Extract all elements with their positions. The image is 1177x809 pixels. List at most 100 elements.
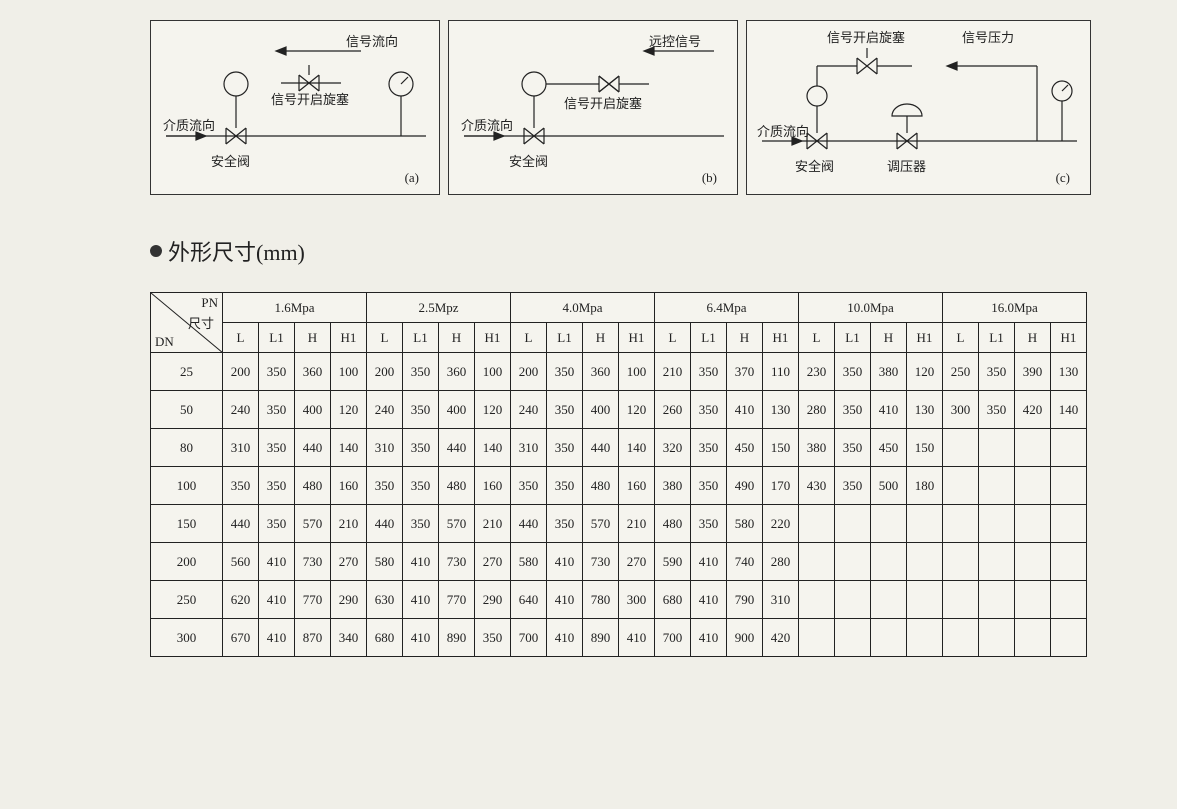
data-cell: 410 [547,581,583,619]
diagram-a: 信号流向 介质流向 信号开启旋塞 安全阀 (a) [150,20,440,195]
data-cell: 450 [871,429,907,467]
dn-cell: 80 [151,429,223,467]
data-cell: 890 [439,619,475,657]
data-cell: 790 [727,581,763,619]
data-cell: 350 [691,467,727,505]
data-cell: 280 [799,391,835,429]
sub-head: H [727,323,763,353]
data-cell: 130 [1051,353,1087,391]
data-cell [871,543,907,581]
data-cell: 480 [439,467,475,505]
data-cell: 410 [259,581,295,619]
data-cell: 410 [691,619,727,657]
data-cell: 900 [727,619,763,657]
data-cell: 410 [403,619,439,657]
label-signal-valve-b: 信号开启旋塞 [564,93,642,112]
data-cell [1051,429,1087,467]
data-cell [943,543,979,581]
data-cell: 350 [547,429,583,467]
corner-dn: DN [155,334,174,350]
data-cell [799,581,835,619]
data-cell: 440 [511,505,547,543]
label-medium-flow-b: 介质流向 [461,115,513,134]
data-cell: 500 [871,467,907,505]
tag-a: (a) [405,170,419,186]
data-cell: 380 [799,429,835,467]
data-cell: 140 [475,429,511,467]
data-cell: 120 [619,391,655,429]
data-cell: 140 [619,429,655,467]
data-cell: 350 [403,467,439,505]
data-cell: 480 [655,505,691,543]
data-cell: 400 [583,391,619,429]
data-cell: 160 [331,467,367,505]
data-cell: 410 [691,581,727,619]
data-cell: 890 [583,619,619,657]
data-cell [1051,619,1087,657]
data-cell [979,581,1015,619]
data-cell [835,543,871,581]
data-cell: 350 [259,353,295,391]
label-signal-flow-a: 信号流向 [346,31,398,50]
data-cell: 480 [295,467,331,505]
data-cell: 270 [475,543,511,581]
data-cell: 380 [655,467,691,505]
data-cell: 360 [295,353,331,391]
data-cell: 700 [511,619,547,657]
data-cell: 580 [727,505,763,543]
dn-cell: 300 [151,619,223,657]
dn-cell: 50 [151,391,223,429]
data-cell: 260 [655,391,691,429]
data-cell: 680 [367,619,403,657]
data-cell: 420 [1015,391,1051,429]
data-cell: 670 [223,619,259,657]
data-cell: 270 [331,543,367,581]
data-cell: 220 [763,505,799,543]
data-cell [979,429,1015,467]
tag-c: (c) [1056,170,1070,186]
data-cell: 700 [655,619,691,657]
dimensions-table: PN 尺寸 DN 1.6Mpa2.5Mpz4.0Mpa6.4Mpa10.0Mpa… [150,292,1087,657]
data-cell: 120 [331,391,367,429]
data-cell [979,619,1015,657]
data-cell: 350 [223,467,259,505]
data-cell [835,581,871,619]
data-cell [835,619,871,657]
data-cell: 440 [295,429,331,467]
data-cell: 770 [295,581,331,619]
data-cell: 350 [511,467,547,505]
data-cell: 180 [907,467,943,505]
data-cell: 200 [223,353,259,391]
data-cell [1051,581,1087,619]
data-cell: 410 [727,391,763,429]
data-cell [943,467,979,505]
data-cell: 430 [799,467,835,505]
table-row: 2005604107302705804107302705804107302705… [151,543,1087,581]
data-cell: 410 [871,391,907,429]
data-cell: 410 [259,543,295,581]
data-cell: 410 [403,543,439,581]
data-cell [943,505,979,543]
table-row: 8031035044014031035044014031035044014032… [151,429,1087,467]
data-cell: 440 [367,505,403,543]
section-title: 外形尺寸(mm) [150,235,1157,267]
data-cell: 130 [907,391,943,429]
data-cell: 570 [295,505,331,543]
data-cell: 410 [547,543,583,581]
sub-head: L [655,323,691,353]
data-cell: 350 [835,429,871,467]
data-cell: 120 [475,391,511,429]
label-medium-flow-c: 介质流向 [757,121,809,140]
sub-head: L1 [259,323,295,353]
data-cell: 250 [943,353,979,391]
pressure-head: 2.5Mpz [367,293,511,323]
data-cell: 580 [511,543,547,581]
sub-head: L1 [691,323,727,353]
data-cell: 620 [223,581,259,619]
sub-head: H [1015,323,1051,353]
corner-cell: PN 尺寸 DN [151,293,223,353]
data-cell: 210 [331,505,367,543]
pressure-head: 6.4Mpa [655,293,799,323]
data-cell [871,619,907,657]
data-cell: 290 [475,581,511,619]
